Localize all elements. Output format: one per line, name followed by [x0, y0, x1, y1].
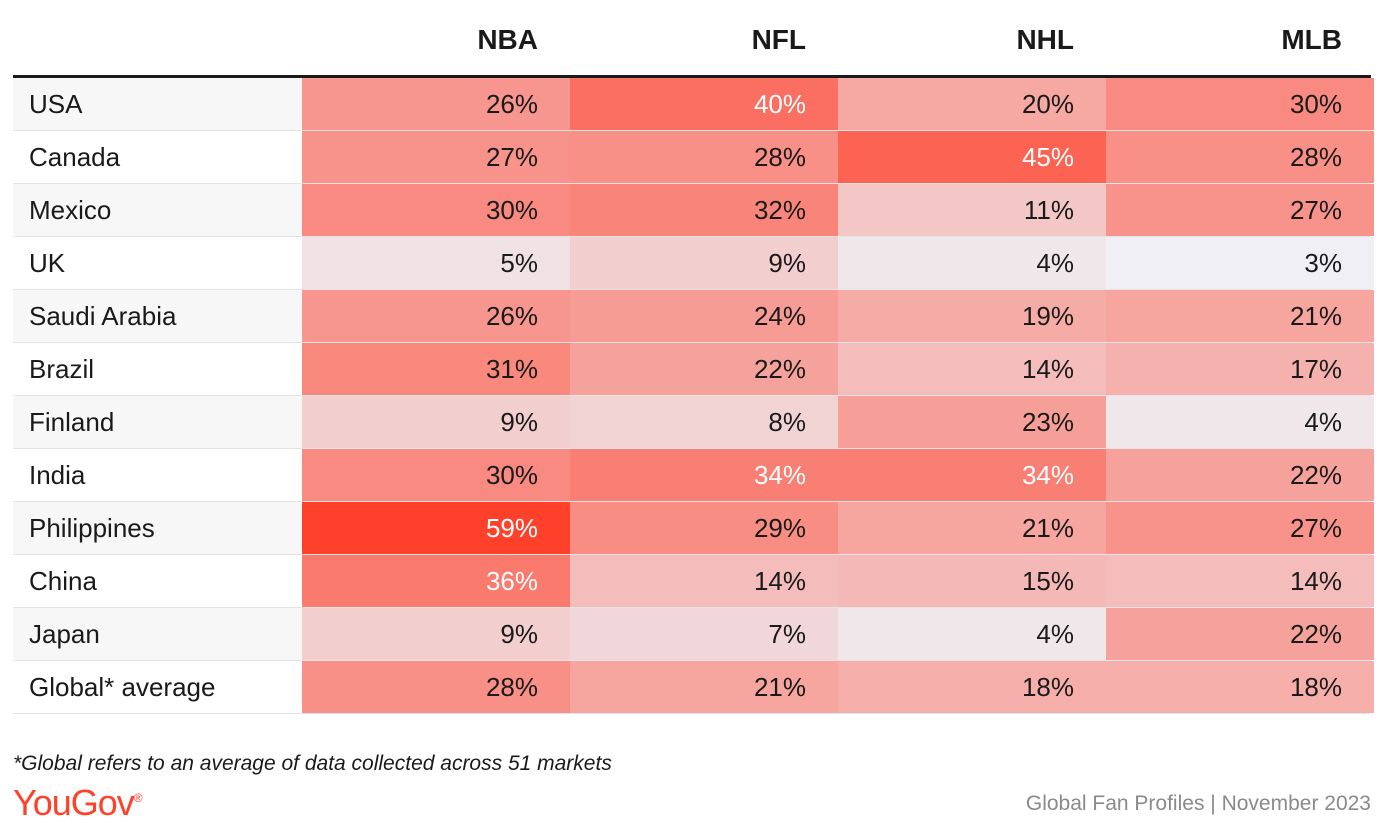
- column-header-nba: NBA: [477, 24, 538, 55]
- yougov-logo: YouGov®: [13, 782, 143, 823]
- heatmap-table: NBA NFL NHL MLB USA 26% 40% 20% 30% Canada 27% 28%…: [13, 0, 1374, 714]
- heatmap-cell: 22%: [1106, 608, 1374, 660]
- row-label: India: [29, 460, 86, 490]
- heatmap-cell: 14%: [838, 343, 1106, 395]
- row-label: Finland: [13, 396, 302, 448]
- heatmap-cell: 14%: [570, 555, 838, 607]
- heatmap-cell: 5%: [302, 237, 570, 289]
- heatmap-cell: 22%: [1106, 449, 1374, 501]
- table-row: Japan 9% 7% 4% 22%: [13, 608, 1374, 661]
- heatmap-cell: 28%: [1106, 131, 1374, 183]
- heatmap-cell: 28%: [302, 661, 570, 713]
- heatmap-cell: 27%: [1106, 502, 1374, 554]
- table-row: Mexico 30% 32% 11% 27%: [13, 184, 1374, 237]
- table-row: Canada 27% 28% 45% 28%: [13, 131, 1374, 184]
- footnote: *Global refers to an average of data col…: [13, 752, 612, 775]
- heatmap-cell: 45%: [838, 131, 1106, 183]
- heatmap-cell: 14%: [1106, 555, 1374, 607]
- column-header-row: NBA NFL NHL MLB: [13, 0, 1371, 78]
- heatmap-cell: 17%: [1106, 343, 1374, 395]
- heatmap-cell: 18%: [838, 661, 1106, 713]
- column-header-mlb: MLB: [1281, 24, 1342, 55]
- heatmap-cell: 34%: [570, 449, 838, 501]
- heatmap-cell: 40%: [570, 78, 838, 130]
- heatmap-cell: 19%: [838, 290, 1106, 342]
- heatmap-cell: 36%: [302, 555, 570, 607]
- heatmap-cell: 28%: [570, 131, 838, 183]
- heatmap-cell: 11%: [838, 184, 1106, 236]
- row-label: Philippines: [13, 502, 302, 554]
- heatmap-cell: 3%: [1106, 237, 1374, 289]
- heatmap-cell: 27%: [302, 131, 570, 183]
- heatmap-cell: 59%: [302, 502, 570, 554]
- heatmap-cell: 15%: [838, 555, 1106, 607]
- heatmap-cell: 30%: [1106, 78, 1374, 130]
- heatmap-cell: 31%: [302, 343, 570, 395]
- heatmap-cell: 30%: [302, 184, 570, 236]
- heatmap-cell: 26%: [302, 290, 570, 342]
- heatmap-cell: 21%: [838, 502, 1106, 554]
- heatmap-cell: 21%: [570, 661, 838, 713]
- heatmap-cell: 26%: [302, 78, 570, 130]
- table-row: Brazil 31% 22% 14% 17%: [13, 343, 1374, 396]
- heatmap-cell: 21%: [1106, 290, 1374, 342]
- table-row: USA 26% 40% 20% 30%: [13, 78, 1374, 131]
- table-row: Finland 9% 8% 23% 4%: [13, 396, 1374, 449]
- column-header-nfl: NFL: [751, 24, 806, 55]
- row-label: UK: [29, 248, 66, 278]
- row-label: Brazil: [29, 354, 95, 384]
- heatmap-cell: 29%: [570, 502, 838, 554]
- heatmap-cell: 8%: [570, 396, 838, 448]
- row-label: Canada: [29, 142, 121, 172]
- heatmap-cell: 18%: [1106, 661, 1374, 713]
- row-label: China: [29, 566, 97, 596]
- heatmap-cell: 22%: [570, 343, 838, 395]
- heatmap-cell: 9%: [302, 608, 570, 660]
- column-header-nhl: NHL: [1016, 24, 1074, 55]
- table-row: India 30% 34% 34% 22%: [13, 449, 1374, 502]
- heatmap-cell: 20%: [838, 78, 1106, 130]
- heatmap-cell: 4%: [1106, 396, 1374, 448]
- row-label: Mexico: [13, 184, 302, 236]
- heatmap-cell: 4%: [838, 608, 1106, 660]
- table-row: Philippines 59% 29% 21% 27%: [13, 502, 1374, 555]
- heatmap-cell: 9%: [570, 237, 838, 289]
- table-row: UK 5% 9% 4% 3%: [13, 237, 1374, 290]
- table-row: China 36% 14% 15% 14%: [13, 555, 1374, 608]
- heatmap-cell: 23%: [838, 396, 1106, 448]
- row-label: Japan: [13, 608, 302, 660]
- heatmap-cell: 4%: [838, 237, 1106, 289]
- heatmap-cell: 9%: [302, 396, 570, 448]
- row-label: USA: [13, 78, 302, 130]
- heatmap-cell: 34%: [838, 449, 1106, 501]
- heatmap-cell: 27%: [1106, 184, 1374, 236]
- heatmap-cell: 32%: [570, 184, 838, 236]
- heatmap-cell: 30%: [302, 449, 570, 501]
- table-row: Saudi Arabia 26% 24% 19% 21%: [13, 290, 1374, 343]
- row-label: Saudi Arabia: [13, 290, 302, 342]
- source-label: Global Fan Profiles | November 2023: [1025, 792, 1371, 815]
- heatmap-cell: 7%: [570, 608, 838, 660]
- heatmap-cell: 24%: [570, 290, 838, 342]
- row-label: Global* average: [29, 672, 216, 702]
- table-row: Global* average 28% 21% 18% 18%: [13, 661, 1374, 714]
- table-body: USA 26% 40% 20% 30% Canada 27% 28% 45% 28% Mexico 3…: [13, 78, 1374, 714]
